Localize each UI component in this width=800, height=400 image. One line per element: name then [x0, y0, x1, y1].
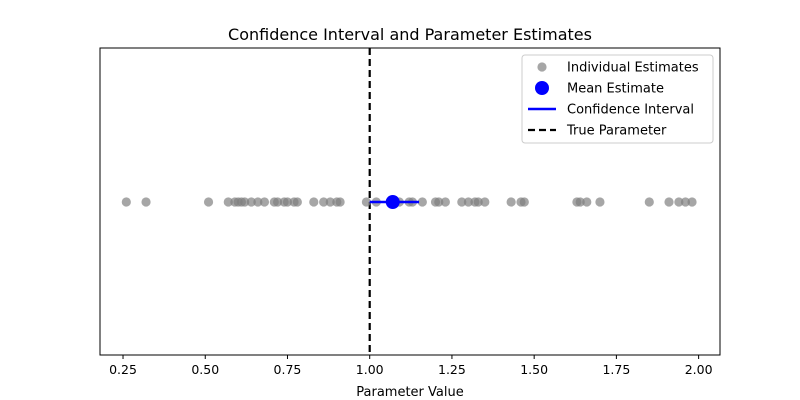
plot-area — [99, 47, 721, 356]
individual-estimate-point — [687, 197, 697, 207]
individual-estimate-point — [457, 197, 467, 207]
legend-label: True Parameter — [566, 124, 667, 139]
legend-label: Individual Estimates — [567, 61, 699, 76]
x-tick-label: 0.25 — [109, 362, 137, 377]
individual-estimate-point — [203, 197, 214, 207]
individual-estimate-point — [141, 197, 151, 207]
legend-label: Confidence Interval — [567, 103, 694, 118]
individual-estimate-point — [440, 197, 450, 207]
x-tick-label: 2.00 — [685, 362, 713, 377]
x-tick-label: 1.50 — [520, 362, 548, 377]
x-tick-label: 1.25 — [438, 362, 466, 377]
individual-estimate-point — [121, 197, 131, 207]
individual-estimate-point — [240, 197, 250, 207]
legend: Individual Estimates Mean Estimate Confide… — [521, 54, 714, 144]
individual-estimate-point — [595, 197, 605, 207]
individual-estimate-point — [292, 197, 302, 207]
individual-estimate-point — [361, 197, 372, 207]
individual-estimate-point — [325, 197, 335, 207]
individual-estimate-point — [273, 197, 283, 207]
individual-estimate-point — [644, 197, 654, 207]
individual-estimate-point — [506, 197, 516, 207]
x-axis-label: Parameter Value — [356, 385, 463, 400]
individual-estimate-point — [253, 197, 263, 207]
chart-title: Confidence Interval and Parameter Estima… — [228, 25, 592, 44]
legend-box — [521, 54, 714, 144]
individual-estimate-point — [582, 197, 592, 207]
individual-estimate-point — [417, 197, 427, 207]
individual-estimate-point — [259, 197, 270, 207]
individual-estimate-point — [434, 197, 444, 207]
individual-estimate-point — [282, 197, 293, 207]
individual-estimate-point — [664, 197, 674, 207]
legend-label: Mean Estimate — [567, 82, 664, 97]
legend-marker-mean — [535, 81, 549, 95]
individual-estimate-point — [480, 197, 490, 207]
individual-estimate-point — [335, 197, 345, 207]
individual-estimate-point — [319, 197, 329, 207]
x-tick-label: 1.75 — [602, 362, 630, 377]
individual-estimate-point — [680, 197, 691, 207]
individual-estimate-point — [473, 197, 483, 207]
individual-estimate-point — [246, 197, 256, 207]
individual-estimate-point — [309, 197, 319, 207]
individual-estimate-point — [575, 197, 585, 207]
individual-estimate-point — [223, 197, 233, 207]
x-tick-label: 0.75 — [274, 362, 302, 377]
legend-marker-individual — [537, 62, 547, 72]
individual-estimate-point — [519, 197, 529, 207]
x-tick-label: 1.00 — [356, 362, 384, 377]
individual-estimate-point — [463, 197, 473, 207]
plot-marks — [121, 48, 697, 355]
x-tick-label: 0.50 — [191, 362, 219, 377]
x-axis: 0.25 0.50 0.75 1.00 1.25 1.50 1.75 2.00 — [109, 355, 713, 377]
mean-estimate-point — [385, 195, 400, 209]
individual-estimate-point — [674, 197, 684, 207]
